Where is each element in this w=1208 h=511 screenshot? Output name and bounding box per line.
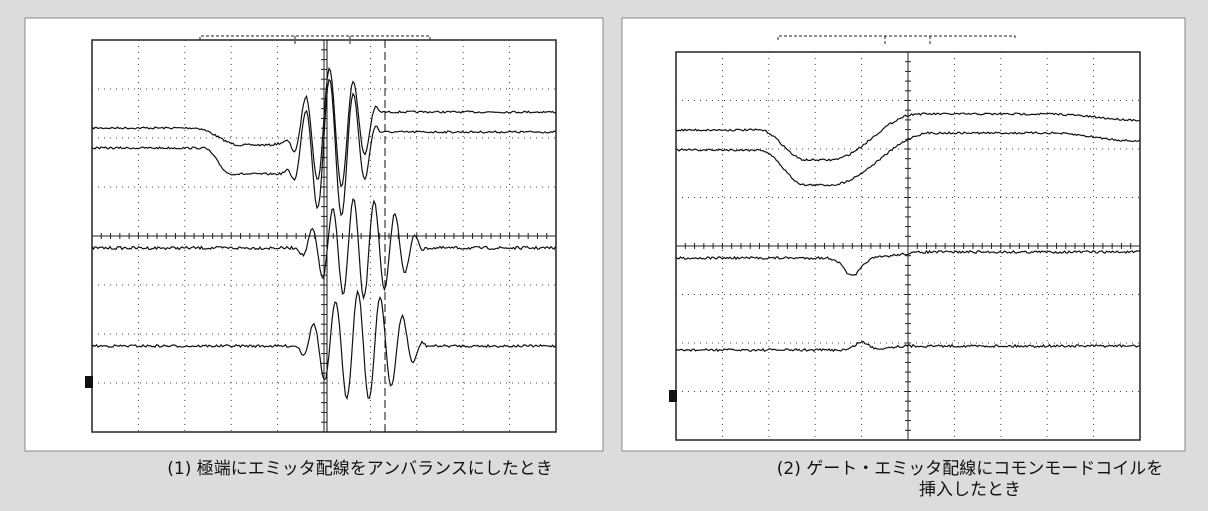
caption: (2) ゲート・エミッタ配線にコモンモードコイルを 挿入したとき (735, 459, 1205, 501)
trigger-marker (669, 390, 677, 402)
caption-line: 挿入したとき (735, 480, 1205, 501)
caption: (1) 極端にエミッタ配線をアンバランスにしたとき (60, 459, 660, 480)
panel-frame (622, 18, 1185, 451)
caption-line: (1) 極端にエミッタ配線をアンバランスにしたとき (60, 459, 660, 480)
oscilloscope-images (0, 0, 1208, 511)
figure: (1) 極端にエミッタ配線をアンバランスにしたとき (2) ゲート・エミッタ配線… (0, 0, 1208, 511)
panel-frame (25, 18, 603, 451)
caption-line: (2) ゲート・エミッタ配線にコモンモードコイルを (735, 459, 1205, 480)
trigger-marker (85, 376, 93, 388)
